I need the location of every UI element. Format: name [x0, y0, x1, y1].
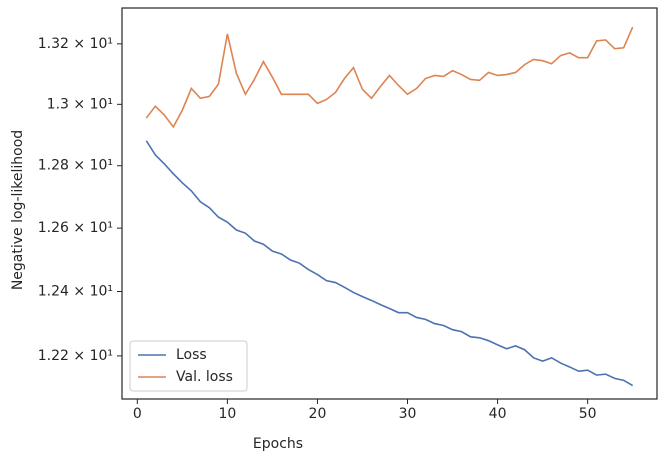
- y-tick-label: 1.32 × 10¹: [38, 36, 113, 52]
- legend-label: Loss: [176, 347, 207, 363]
- line-series: [145, 140, 634, 387]
- y-axis-label: Negative log-likelihood: [10, 130, 26, 290]
- x-tick-label: 30: [399, 406, 417, 422]
- x-tick-label: 50: [579, 406, 597, 422]
- plot-frame: [121, 7, 658, 400]
- y-tick-label: 1.28 × 10¹: [38, 158, 113, 174]
- legend-label: Val. loss: [176, 369, 233, 385]
- x-tick-label: 40: [489, 406, 507, 422]
- y-tick-label: 1.22 × 10¹: [38, 348, 113, 364]
- x-tick-label: 0: [133, 406, 142, 422]
- y-tick-label: 1.24 × 10¹: [38, 283, 113, 299]
- y-tick-label: 1.26 × 10¹: [38, 220, 113, 236]
- line-series: [145, 26, 634, 129]
- y-tick-label: 1.3 × 10¹: [47, 96, 113, 112]
- x-axis-label: Epochs: [253, 436, 303, 452]
- x-tick-label: 10: [218, 406, 236, 422]
- legend-box: [129, 340, 248, 392]
- x-tick-label: 20: [309, 406, 327, 422]
